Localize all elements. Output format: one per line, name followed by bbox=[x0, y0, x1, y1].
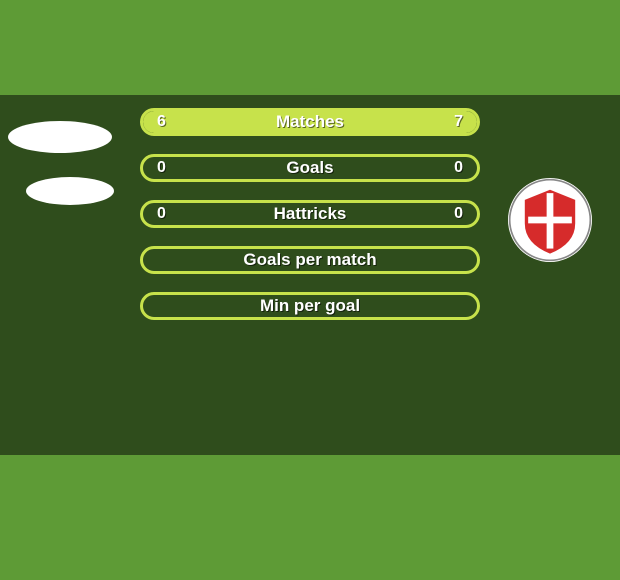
bar-label: Hattricks bbox=[274, 204, 347, 224]
bar-label: Min per goal bbox=[260, 296, 360, 316]
bar-track: Matches 6 7 bbox=[140, 108, 480, 136]
comparison-row: Hattricks 0 0 bbox=[0, 191, 620, 237]
comparison-row: Matches 6 7 bbox=[0, 99, 620, 145]
comparison-row: Min per goal bbox=[0, 283, 620, 329]
bar-value-right: 7 bbox=[454, 113, 463, 131]
bar-value-left: 6 bbox=[157, 113, 166, 131]
bar-track: Min per goal bbox=[140, 292, 480, 320]
bar-fill-left bbox=[143, 111, 297, 133]
bar-value-left: 0 bbox=[157, 205, 166, 223]
bar-track: Goals per match bbox=[140, 246, 480, 274]
bar-label: Matches bbox=[276, 112, 344, 132]
bar-track: Goals 0 0 bbox=[140, 154, 480, 182]
bar-value-right: 0 bbox=[454, 159, 463, 177]
comparison-row: Goals per match bbox=[0, 237, 620, 283]
bar-value-right: 0 bbox=[454, 205, 463, 223]
comparison-rows: Matches 6 7 Goals 0 0 Hattricks 0 0 Goals per mat… bbox=[0, 99, 620, 329]
bar-label: Goals bbox=[286, 158, 333, 178]
bar-label: Goals per match bbox=[243, 250, 376, 270]
comparison-row: Goals 0 0 bbox=[0, 145, 620, 191]
bar-track: Hattricks 0 0 bbox=[140, 200, 480, 228]
bar-value-left: 0 bbox=[157, 159, 166, 177]
